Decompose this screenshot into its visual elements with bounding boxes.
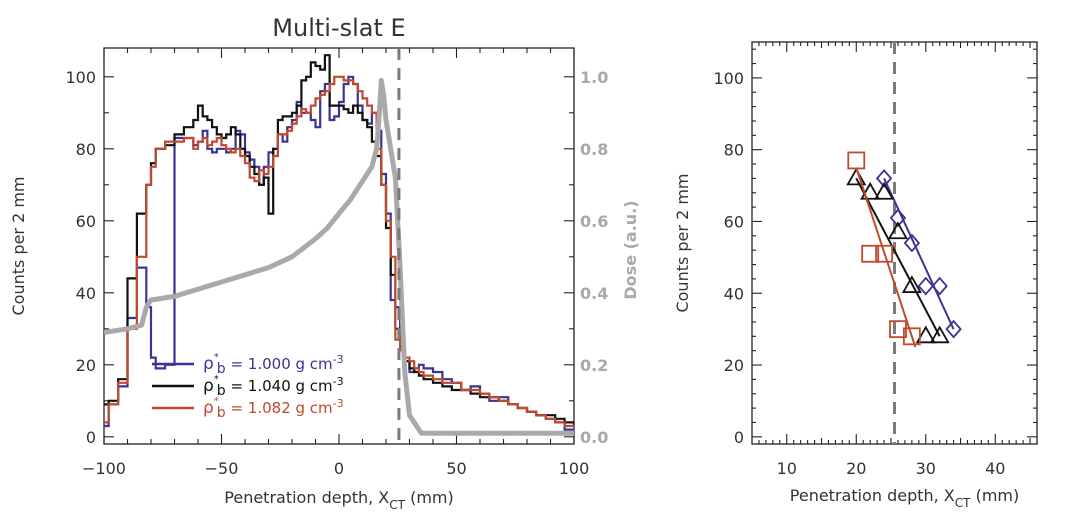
marker-diamond-1.000 (889, 208, 907, 228)
fit-line-1.000 (883, 177, 955, 330)
right-x-tick-label: 40 (985, 459, 1005, 478)
left-y-tick-label: 0 (86, 428, 96, 447)
dose-axis-label: Dose (a.u.) (621, 200, 640, 299)
dose-tick-label: 0.6 (580, 212, 608, 231)
marker-square-1.082 (861, 244, 880, 263)
dose-tick-label: 0.4 (580, 284, 608, 303)
right-y-tick-label: 60 (724, 212, 744, 231)
fit-line-1.040 (855, 177, 941, 337)
left-panel: −100 −50 0 50 100 0 20 40 60 80 100 0.0 0.2 0.4 0.6 0.8… (9, 14, 640, 512)
marker-triangle-1.040 (846, 167, 867, 186)
legend-entry-1.040: ρ* b = 1.040 g cm-3 (203, 374, 344, 399)
legend-entry-1.000: ρ* b = 1.000 g cm-3 (203, 352, 344, 377)
marker-triangle-1.040 (860, 181, 881, 200)
right-x-axis-label: Penetration depth, XCT (mm) (790, 486, 1019, 510)
right-y-axis-label: Counts per 2 mm (673, 173, 692, 312)
right-y-tick-label: 20 (724, 356, 744, 375)
left-y-tick-label: 20 (76, 356, 96, 375)
marker-diamond-1.000 (931, 276, 948, 296)
dose-tick-label: 0.0 (580, 428, 608, 447)
marker-diamond-1.000 (917, 276, 934, 296)
dose-tick-label: 1.0 (580, 68, 608, 87)
right-x-tick-label: 30 (916, 459, 936, 478)
marker-triangle-1.040 (915, 325, 936, 344)
left-x-tick-label: 50 (446, 459, 466, 478)
left-chart-title: Multi-slat E (272, 14, 405, 42)
left-x-tick-label: −50 (205, 459, 239, 478)
left-y-tick-label: 40 (76, 284, 96, 303)
marker-square-1.082 (875, 244, 893, 263)
left-y-axis-label: Counts per 2 mm (9, 176, 28, 315)
right-y-tick-label: 80 (724, 141, 744, 160)
legend-entry-1.082: ρ* b = 1.082 g cm-3 (203, 396, 344, 421)
marker-triangle-1.040 (874, 181, 895, 200)
marker-triangle-1.040 (887, 221, 909, 240)
right-y-tick-label: 100 (713, 69, 744, 88)
fit-line-1.082 (855, 167, 917, 348)
series-line-dose (104, 77, 574, 436)
right-x-tick-label: 10 (777, 459, 797, 478)
series-line-1.082 (104, 75, 574, 428)
left-y-tick-label: 80 (76, 140, 96, 159)
right-x-tick-label: 20 (846, 459, 866, 478)
right-y-tick-label: 0 (734, 428, 744, 447)
series-line-1.040 (104, 54, 574, 426)
marker-diamond-1.000 (875, 169, 893, 188)
right-panel: 10 20 30 40 0 20 40 60 80 100 Penetration depth, X… (673, 41, 1038, 510)
marker-square-1.082 (847, 151, 866, 170)
marker-diamond-1.000 (903, 233, 921, 253)
left-x-tick-label: 0 (334, 459, 344, 478)
dose-tick-label: 0.2 (580, 356, 608, 375)
marker-triangle-1.040 (929, 325, 950, 344)
dose-tick-label: 0.8 (580, 140, 608, 159)
marker-square-1.082 (902, 327, 921, 346)
marker-triangle-1.040 (901, 275, 922, 293)
left-y-tick-label: 60 (76, 212, 96, 231)
right-y-tick-label: 40 (724, 284, 744, 303)
left-x-axis-label: Penetration depth, XCT (mm) (224, 488, 453, 512)
left-y-tick-label: 100 (65, 68, 96, 87)
left-x-tick-label: −100 (82, 459, 126, 478)
marker-diamond-1.000 (945, 319, 962, 339)
left-x-tick-label: 100 (559, 459, 590, 478)
